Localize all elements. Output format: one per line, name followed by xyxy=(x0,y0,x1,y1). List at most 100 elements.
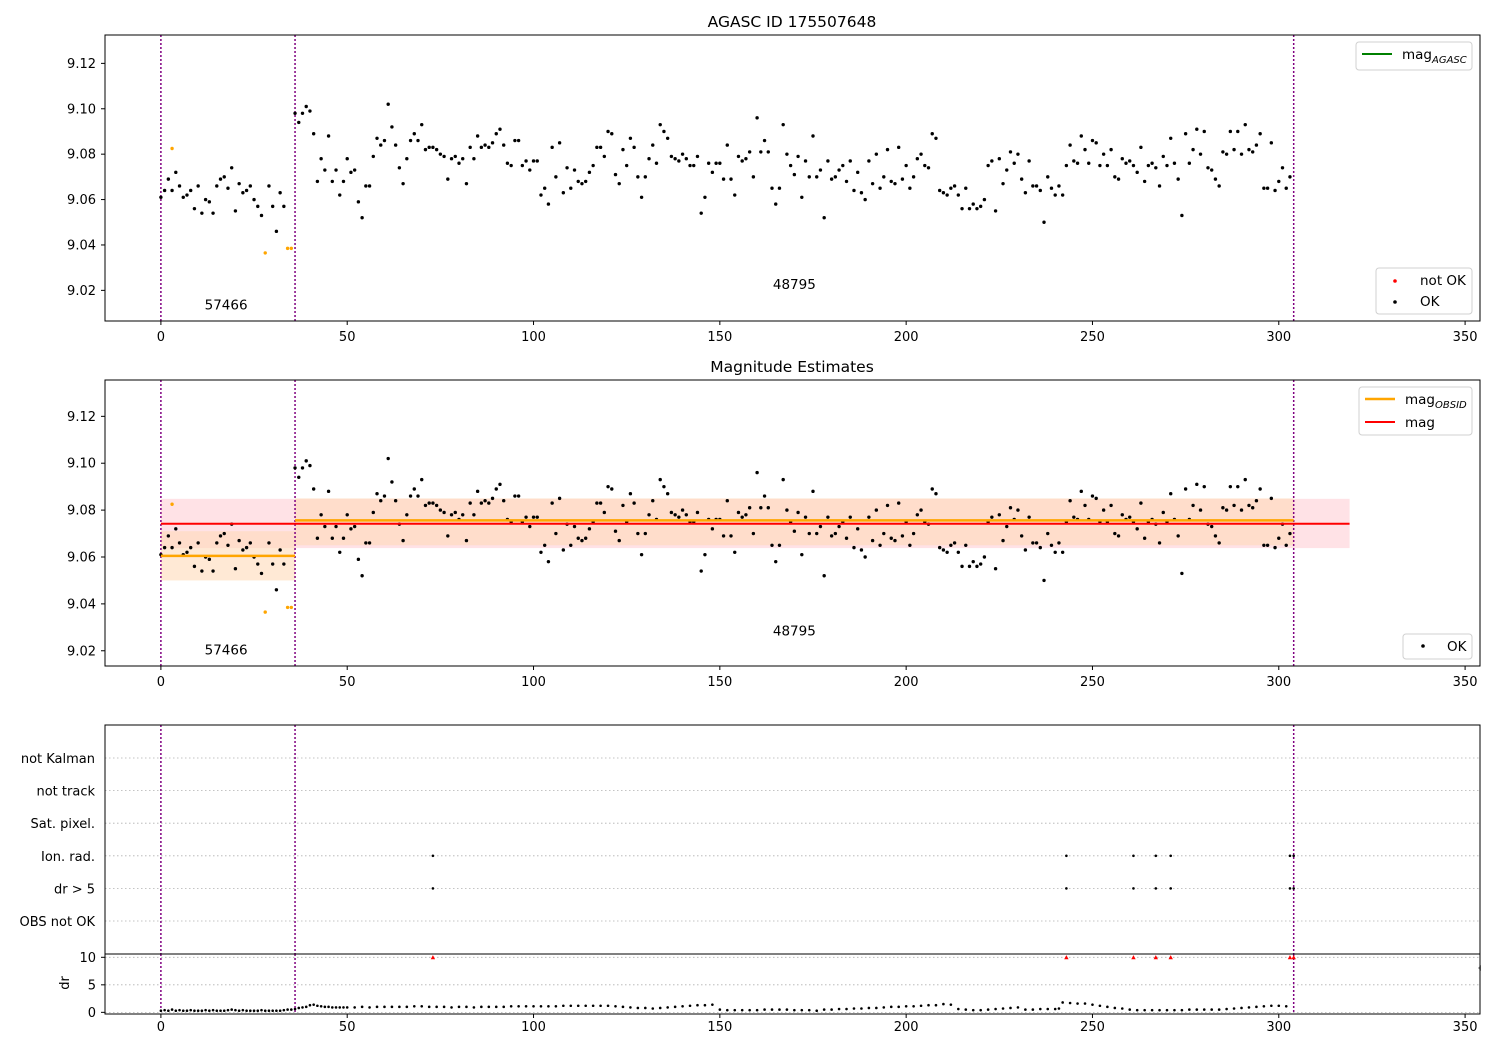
mag-point-ok xyxy=(759,150,763,154)
mag-point-ok xyxy=(908,186,912,190)
mag-point-ok xyxy=(1042,220,1046,224)
mag-point-ok xyxy=(565,166,569,170)
mag-point-ok xyxy=(1142,179,1147,184)
mag-point-ok xyxy=(878,186,882,190)
y-tick-label: 9.08 xyxy=(67,504,96,519)
dr-point xyxy=(636,1006,640,1010)
dr-point xyxy=(830,1008,833,1011)
mag-point-ok xyxy=(472,157,476,161)
mag-point-ok xyxy=(856,527,860,531)
mag-point-ok xyxy=(1031,541,1035,545)
flag-point xyxy=(1169,887,1173,890)
mag-point-ok xyxy=(561,191,566,195)
chart-title-agasc: AGASC ID 175507648 xyxy=(708,13,877,31)
dr-point xyxy=(1180,1008,1184,1012)
dr-point xyxy=(211,1008,215,1012)
mag-point-ok xyxy=(736,510,741,515)
mag-point-ok xyxy=(1180,213,1184,218)
mag-point-ok xyxy=(494,132,498,136)
dr-point xyxy=(159,1009,163,1012)
mag-point-ok xyxy=(964,543,968,547)
mag-point-ok xyxy=(256,562,260,566)
mag-point-obs-not-ok xyxy=(285,246,290,251)
agasc-frame xyxy=(104,34,1481,322)
mag-point-ok xyxy=(438,508,443,512)
dr-point xyxy=(293,1007,297,1011)
mag-point-ok xyxy=(874,152,879,156)
mag-point-ok xyxy=(781,477,785,482)
dr-point xyxy=(1009,1006,1012,1010)
dr-point xyxy=(405,1005,409,1009)
mag-point-ok xyxy=(192,564,197,569)
mag-point-ok xyxy=(1008,150,1013,154)
dr-point xyxy=(375,1005,379,1009)
mag-point-ok xyxy=(248,184,253,188)
mag-point-ok xyxy=(1258,487,1262,491)
mag-point-ok xyxy=(595,145,599,150)
mag-point-ok xyxy=(218,177,223,181)
mag-point-ok xyxy=(162,545,167,550)
mag-point-ok xyxy=(326,134,331,138)
mag-point-ok xyxy=(364,184,368,188)
y-tick-label: 9.06 xyxy=(67,193,96,208)
mag-point-ok xyxy=(446,534,450,538)
dr-point xyxy=(524,1004,528,1008)
mag-point-ok xyxy=(1109,503,1113,508)
magnitude-frame xyxy=(104,379,1481,667)
x-tick-label: 300 xyxy=(1266,675,1291,690)
legend-label-not-ok: not OK xyxy=(1420,273,1467,289)
mag-point-ok xyxy=(405,513,409,517)
x-tick-label: 0 xyxy=(157,330,165,345)
mag-point-ok xyxy=(1113,175,1117,179)
dr-point xyxy=(249,1009,252,1012)
mag-point-ok xyxy=(237,181,241,186)
x-tick-label: 300 xyxy=(1266,1020,1291,1035)
mag-point-ok xyxy=(740,159,744,163)
mag-point-ok xyxy=(710,170,715,175)
mag-point-ok xyxy=(755,116,759,120)
mag-point-ok xyxy=(1169,491,1173,496)
dr-point xyxy=(398,1005,401,1009)
mag-point-ok xyxy=(1008,506,1013,510)
mag-point-ok xyxy=(941,191,946,195)
mag-point-ok xyxy=(464,181,469,186)
mag-point-ok xyxy=(781,122,785,127)
mag-point-ok xyxy=(1072,159,1076,163)
dr-clipped-marker xyxy=(1131,955,1136,960)
mag-point-ok xyxy=(293,111,297,116)
mag-point-ok xyxy=(1060,550,1065,555)
mag-point-ok xyxy=(1213,534,1218,538)
mag-point-ok xyxy=(319,157,323,161)
mag-point-ok xyxy=(434,147,439,152)
mag-point-ok xyxy=(710,527,715,531)
mag-point-ok xyxy=(483,143,487,147)
mag-point-ok xyxy=(1198,152,1203,156)
mag-point-ok xyxy=(1135,527,1139,531)
flag-point xyxy=(431,854,435,858)
mag-point-ok xyxy=(598,501,603,505)
dr-point xyxy=(1150,1008,1154,1012)
mag-point-ok xyxy=(516,138,521,143)
mag-point-ok xyxy=(509,163,513,168)
mag-point-ok xyxy=(416,138,420,143)
legend-ok-status: not OK OK xyxy=(1375,267,1473,315)
mag-point-ok xyxy=(170,188,174,193)
mag-point-ok xyxy=(256,204,260,209)
mag-point-ok xyxy=(554,175,558,179)
mag-point-ok xyxy=(859,548,864,552)
mag-point-ok xyxy=(159,195,163,199)
dr-point xyxy=(815,1009,819,1012)
dr-point xyxy=(1083,1002,1087,1005)
mag-point-ok xyxy=(1001,181,1005,186)
mag-point-ok xyxy=(1228,129,1233,134)
mag-point-ok xyxy=(1128,515,1132,519)
mag-point-ok xyxy=(1191,147,1195,152)
mag-point-ok xyxy=(1042,578,1046,583)
mag-point-ok xyxy=(576,536,580,540)
mag-point-ok xyxy=(870,181,875,186)
mag-point-ok xyxy=(449,157,454,161)
flag-point xyxy=(1065,887,1068,890)
mag-point-ok xyxy=(699,569,703,573)
mag-point-ok xyxy=(539,550,543,555)
mag-point-ok xyxy=(859,191,864,195)
